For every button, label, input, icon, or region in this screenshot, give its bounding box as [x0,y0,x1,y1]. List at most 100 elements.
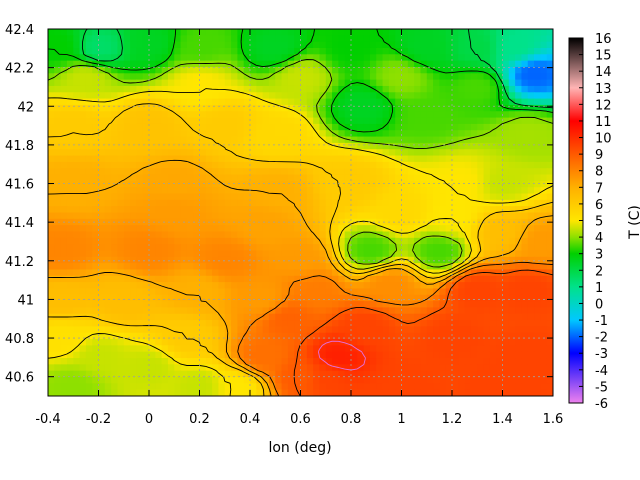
field-cell [224,212,232,220]
field-cell [401,187,409,195]
field-cell [123,339,131,346]
field-cell [167,244,175,252]
field-cell [218,218,226,226]
field-cell [426,47,434,55]
field-cell [136,47,144,55]
field-cell [338,263,346,271]
field-cell [401,98,409,106]
field-cell [433,256,440,264]
field-cell [174,174,182,182]
field-cell [508,79,516,87]
field-cell [376,250,384,258]
field-cell [414,60,422,68]
field-cell [420,29,428,36]
field-cell [256,142,264,150]
field-cell [458,339,466,346]
field-cell [155,161,163,169]
field-cell [48,351,55,359]
field-cell [382,35,390,43]
field-cell [489,92,497,100]
field-cell [111,351,119,359]
field-cell [73,263,81,271]
field-cell [351,174,358,182]
field-cell [420,187,428,195]
field-cell [281,269,289,277]
field-cell [123,263,131,271]
field-cell [540,212,548,220]
field-cell [117,136,125,144]
field-cell [161,237,169,245]
field-cell [319,294,327,302]
field-cell [104,370,112,378]
field-cell [483,79,491,87]
field-cell [218,377,226,384]
field-cell [256,85,264,93]
field-cell [420,320,428,327]
field-cell [420,47,428,55]
field-cell [369,187,377,195]
field-cell [452,288,459,296]
field-cell [338,383,346,391]
field-cell [48,332,55,340]
field-cell [527,149,535,157]
field-cell [534,263,541,271]
field-cell [48,301,55,309]
field-cell [48,180,55,188]
field-cell [237,161,245,169]
field-cell [98,288,106,296]
field-cell [180,320,188,327]
field-cell [439,187,447,195]
field-cell [407,98,415,106]
field-cell [294,168,302,176]
field-cell [489,358,497,365]
field-cell [338,218,346,226]
field-cell [414,104,422,112]
field-cell [357,149,365,157]
field-cell [369,282,377,290]
field-cell [338,117,346,125]
field-cell [167,187,175,195]
field-cell [306,294,314,302]
field-cell [332,326,339,334]
field-cell [149,244,156,252]
field-cell [508,332,516,340]
field-cell [357,332,365,340]
field-cell [300,307,308,315]
field-cell [104,149,112,157]
field-cell [54,288,62,296]
field-cell [268,288,276,296]
field-cell [111,339,119,346]
field-cell [66,358,74,365]
field-cell [306,250,314,258]
field-cell [130,364,137,372]
field-cell [60,47,68,55]
field-cell [199,174,207,182]
field-cell [60,130,68,138]
field-cell [66,294,74,302]
field-cell [395,294,403,302]
field-cell [540,358,548,365]
field-cell [142,275,150,283]
field-cell [174,313,182,321]
field-cell [401,294,409,302]
field-cell [218,250,226,258]
field-cell [243,79,251,87]
field-cell [218,301,226,309]
field-cell [546,174,553,182]
field-cell [98,364,106,372]
field-cell [123,231,131,239]
field-cell [325,206,333,214]
field-cell [433,168,440,176]
field-cell [300,155,308,163]
field-cell [250,301,257,309]
field-cell [79,389,87,396]
field-cell [414,332,422,340]
field-cell [149,206,156,214]
field-cell [268,351,276,359]
field-cell [407,60,415,68]
field-cell [136,180,144,188]
field-cell [104,237,112,245]
field-cell [376,92,384,100]
field-cell [237,237,245,245]
field-cell [470,294,478,302]
